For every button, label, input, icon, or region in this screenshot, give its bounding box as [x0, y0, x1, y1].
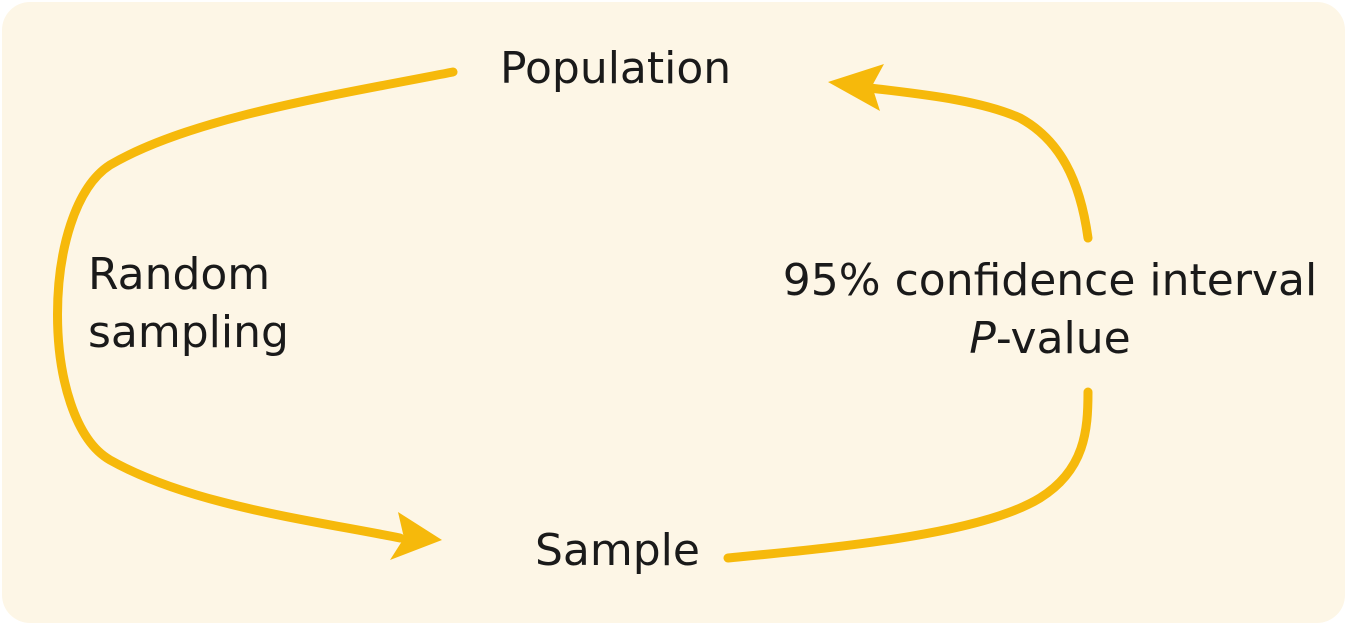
arrow-inference-lower [723, 387, 1093, 563]
arrowhead-to-population [828, 64, 884, 111]
node-sample: Sample [535, 525, 700, 576]
edge-label-pvalue: P-value [770, 310, 1330, 368]
edge-label-ci: 95% confidence interval [782, 255, 1318, 306]
arrowhead-to-sample [390, 512, 442, 560]
arrow-random-sampling [53, 67, 458, 543]
edge-label-inference: 95% confidence interval P-value [770, 252, 1330, 368]
edge-label-random-line1: Random [88, 249, 271, 300]
pvalue-suffix: -value [995, 313, 1131, 364]
edge-label-random-line2: sampling [88, 307, 289, 358]
edge-label-random-sampling: Random sampling [88, 246, 289, 362]
node-population: Population [500, 43, 732, 94]
pvalue-italic-p: P [969, 313, 996, 364]
arrow-inference-upper [865, 83, 1093, 243]
